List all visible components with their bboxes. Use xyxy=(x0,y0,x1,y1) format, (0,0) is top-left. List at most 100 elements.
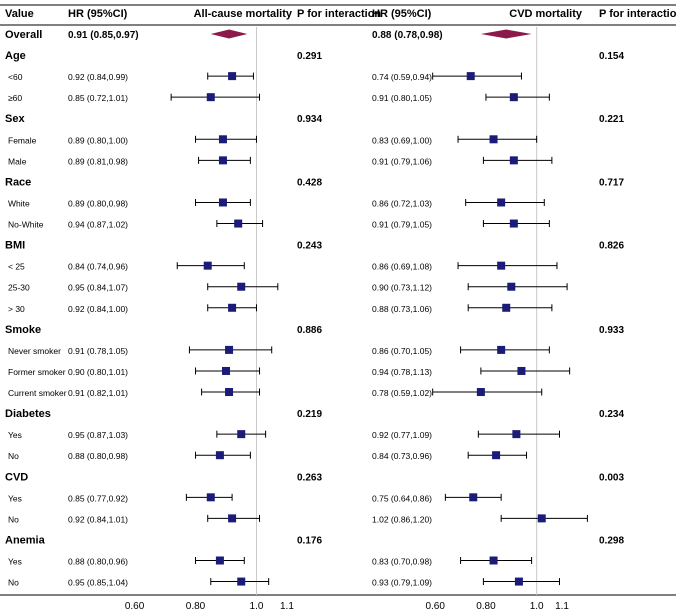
subgroup-label: No xyxy=(8,578,19,588)
hr-point-right xyxy=(509,219,518,228)
hr-point-right xyxy=(489,556,498,565)
group-row: CVD 0.263 0.003 xyxy=(5,471,624,483)
hr-text-right: 0.86 (0.70,1.05) xyxy=(372,346,432,356)
p-interaction-left: 0.176 xyxy=(297,535,322,546)
header-p-interaction-right: P for interaction xyxy=(599,8,676,20)
p-interaction-left: 0.243 xyxy=(297,241,322,252)
hr-point-right xyxy=(497,345,506,354)
p-interaction-right: 0.933 xyxy=(599,325,624,336)
hr-point-right xyxy=(469,493,478,502)
subgroup-label: Male xyxy=(8,156,27,166)
hr-point-left xyxy=(215,451,224,460)
hr-text-left: 0.92 (0.84,1.01) xyxy=(68,514,128,524)
group-label: Sex xyxy=(5,113,25,125)
subgroup-label: Yes xyxy=(8,430,22,440)
hr-text-left: 0.90 (0.80,1.01) xyxy=(68,367,128,377)
p-interaction-left: 0.291 xyxy=(297,51,322,62)
p-interaction-left: 0.219 xyxy=(297,409,322,420)
p-interaction-right: 0.717 xyxy=(599,177,624,188)
hr-text-right: 0.84 (0.73,0.96) xyxy=(372,451,432,461)
axis-tick-label-left: 0.80 xyxy=(186,601,206,612)
hr-point-right xyxy=(537,514,546,523)
p-interaction-right: 0.298 xyxy=(599,535,624,546)
subgroup-label: Former smoker xyxy=(8,367,66,377)
hr-point-right xyxy=(509,93,518,102)
hr-text-right: 0.75 (0.64,0.86) xyxy=(372,493,432,503)
subgroup-row: White 0.89 (0.80,0.98) 0.86 (0.72,1.03) xyxy=(8,198,545,208)
hr-point-left xyxy=(215,556,224,565)
hr-text-right: 0.83 (0.69,1.00) xyxy=(372,135,432,145)
p-interaction-right: 0.826 xyxy=(599,241,624,252)
hr-point-left xyxy=(237,282,246,291)
hr-text-left: 0.89 (0.80,1.00) xyxy=(68,135,128,145)
group-label: Smoke xyxy=(5,324,41,336)
p-interaction-left: 0.934 xyxy=(297,114,322,125)
hr-text-right: 0.93 (0.79,1.09) xyxy=(372,578,432,588)
axis-tick-label-right: 0.60 xyxy=(425,601,445,612)
hr-text-left: 0.84 (0.74,0.96) xyxy=(68,262,128,272)
hr-point-right xyxy=(489,135,498,144)
hr-point-left xyxy=(218,198,227,207)
group-row: Diabetes 0.219 0.234 xyxy=(5,408,624,420)
p-interaction-right: 0.234 xyxy=(599,409,624,420)
axis-tick-label-right: 0.80 xyxy=(476,601,496,612)
subgroup-label: 25-30 xyxy=(8,283,30,293)
x-axes: 0.60 0.80 1.0 1.1 0.60 0.80 1.0 1.1 xyxy=(125,601,570,612)
header-hr-right: HR (95%CI) xyxy=(372,8,432,20)
hr-point-right xyxy=(497,261,506,270)
subgroup-row: Yes 0.85 (0.77,0.92) 0.75 (0.64,0.86) xyxy=(8,493,502,503)
hr-point-right xyxy=(476,388,485,397)
hr-text-left: 0.95 (0.87,1.03) xyxy=(68,430,128,440)
hr-text-left: 0.91 (0.82,1.01) xyxy=(68,388,128,398)
hr-text-right: 0.86 (0.72,1.03) xyxy=(372,198,432,208)
axis-tick-label-left: 1.1 xyxy=(280,601,294,612)
hr-text-right: 0.94 (0.78,1.13) xyxy=(372,367,432,377)
p-interaction-left: 0.263 xyxy=(297,472,322,483)
hr-text-left: 0.94 (0.87,1.02) xyxy=(68,220,128,230)
subgroup-row: No 0.92 (0.84,1.01) 1.02 (0.86,1.20) xyxy=(8,514,588,524)
axis-tick-label-right: 1.0 xyxy=(530,601,544,612)
hr-point-left xyxy=(228,514,237,523)
subgroup-row: Current smoker 0.91 (0.82,1.01) 0.78 (0.59… xyxy=(8,388,543,398)
hr-point-left xyxy=(203,261,212,270)
p-interaction-right: 0.003 xyxy=(599,472,624,483)
subgroup-row: ≥60 0.85 (0.72,1.01) 0.91 (0.80,1.05) xyxy=(8,93,550,103)
hr-point-right xyxy=(502,303,511,312)
header-value: Value xyxy=(5,8,34,20)
subgroup-row: No 0.88 (0.80,0.98) 0.84 (0.73,0.96) xyxy=(8,451,528,461)
hr-text-left: 0.89 (0.81,0.98) xyxy=(68,156,128,166)
hr-point-left xyxy=(228,72,237,81)
hr-text-left: 0.95 (0.84,1.07) xyxy=(68,283,128,293)
hr-point-right xyxy=(507,282,516,291)
group-row: Age 0.291 0.154 xyxy=(5,50,624,62)
hr-point-left xyxy=(228,303,237,312)
subgroup-label: > 30 xyxy=(8,304,25,314)
subgroup-label: Yes xyxy=(8,557,22,567)
hr-text-right: 0.91 (0.79,1.05) xyxy=(372,220,432,230)
group-label: BMI xyxy=(5,240,25,252)
hr-point-left xyxy=(237,430,246,439)
subgroup-label: Current smoker xyxy=(8,388,67,398)
hr-text-right: 0.88 (0.78,0.98) xyxy=(372,30,443,41)
group-label: Race xyxy=(5,176,31,188)
hr-text-right: 0.78 (0.59,1.02) xyxy=(372,388,432,398)
hr-point-left xyxy=(218,135,227,144)
subgroup-row: Former smoker 0.90 (0.80,1.01) 0.94 (0.78,… xyxy=(8,366,571,377)
hr-point-left xyxy=(225,388,234,397)
table-frame xyxy=(0,4,676,596)
group-row: Race 0.428 0.717 xyxy=(5,176,624,188)
hr-point-right xyxy=(497,198,506,207)
axis-tick-label-left: 0.60 xyxy=(125,601,145,612)
p-interaction-right: 0.154 xyxy=(599,51,624,62)
hr-text-left: 0.88 (0.80,0.96) xyxy=(68,557,128,567)
hr-point-right xyxy=(514,577,523,586)
overall-row: Overall 0.91 (0.85,0.97) 0.88 (0.78,0.98) xyxy=(5,29,532,41)
subgroup-label: Never smoker xyxy=(8,346,61,356)
hr-text-right: 1.02 (0.86,1.20) xyxy=(372,514,432,524)
hr-text-right: 0.91 (0.80,1.05) xyxy=(372,93,432,103)
hr-text-right: 0.92 (0.77,1.09) xyxy=(372,430,432,440)
subgroup-row: Male 0.89 (0.81,0.98) 0.91 (0.79,1.06) xyxy=(8,156,553,166)
subgroup-row: < 25 0.84 (0.74,0.96) 0.86 (0.69,1.08) xyxy=(8,261,558,272)
group-label: CVD xyxy=(5,471,28,483)
axis-tick-label-right: 1.1 xyxy=(555,601,569,612)
